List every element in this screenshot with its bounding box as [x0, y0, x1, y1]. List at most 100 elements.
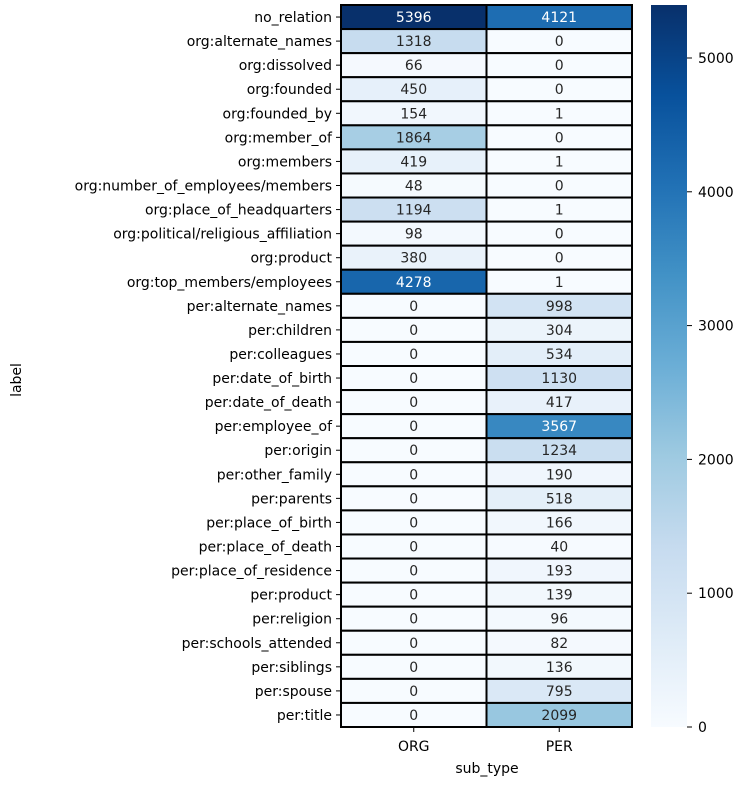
cell-value-label: 0: [409, 708, 418, 724]
heatmap-cell: [485, 581, 633, 608]
column-label: ORG: [398, 739, 430, 755]
y-axis-title: label: [9, 363, 25, 397]
row-label: org:dissolved: [239, 58, 332, 74]
heatmap-cell: [485, 340, 633, 367]
row-label: per:origin: [264, 443, 332, 459]
cell-value-label: 1: [555, 203, 564, 219]
heatmap-cell: [485, 52, 633, 79]
heatmap-cell: [340, 701, 488, 729]
row-label: per:siblings: [251, 660, 332, 676]
row-label: org:product: [250, 251, 332, 267]
colorbar-tick-label: 0: [698, 720, 707, 736]
heatmap-cell: [485, 413, 633, 440]
cell-value-label: 0: [409, 684, 418, 700]
cell-value-label: 0: [409, 515, 418, 531]
heatmap-cell: [340, 605, 488, 632]
cell-value-label: 1864: [396, 130, 432, 146]
cell-value-label: 190: [546, 467, 573, 483]
cell-value-label: 0: [555, 82, 564, 98]
heatmap-cell: [485, 172, 633, 199]
column-labels: ORG PER: [398, 727, 573, 755]
row-label: per:schools_attended: [182, 636, 332, 652]
cell-value-label: 0: [555, 58, 564, 74]
cell-value-label: 1194: [396, 203, 432, 219]
row-label: per:product: [250, 588, 332, 604]
cell-value-label: 417: [546, 395, 573, 411]
cell-value-label: 166: [546, 515, 573, 531]
row-label: per:parents: [251, 491, 332, 507]
row-label: org:top_members/employees: [127, 275, 332, 291]
cell-value-label: 419: [400, 154, 427, 170]
cell-value-label: 998: [546, 299, 573, 315]
cell-value-label: 0: [409, 660, 418, 676]
heatmap-cell: [340, 268, 488, 295]
heatmap-cell: [485, 533, 633, 560]
row-label: org:political/religious_affiliation: [113, 227, 332, 243]
row-label: per:children: [248, 323, 332, 339]
cell-value-label: 0: [409, 371, 418, 387]
row-label: per:title: [277, 708, 332, 724]
row-label: per:place_of_death: [199, 540, 332, 556]
colorbar-tick-label: 2000: [698, 452, 734, 468]
heatmap-cell: [340, 653, 488, 680]
heatmap-cell: [485, 244, 633, 271]
row-label: per:place_of_residence: [171, 564, 332, 580]
cell-value-label: 0: [409, 588, 418, 604]
cell-value-label: 48: [405, 179, 423, 195]
row-label: org:number_of_employees/members: [75, 179, 332, 195]
colorbar-tick-label: 4000: [698, 185, 734, 201]
cell-value-label: 0: [555, 227, 564, 243]
cell-value-label: 0: [409, 491, 418, 507]
column-label: PER: [546, 739, 573, 755]
row-label: per:alternate_names: [187, 299, 332, 315]
heatmap-cells: 5396 4121 1318 0 66 0 450 0 154 1 1864 0 419 1 48 0 1194…: [340, 4, 633, 729]
cell-value-label: 0: [409, 443, 418, 459]
row-label: per:date_of_birth: [212, 371, 332, 387]
heatmap-cell: [485, 557, 633, 584]
cell-value-label: 96: [550, 612, 568, 628]
x-axis-title: sub_type: [455, 761, 518, 777]
row-label: org:alternate_names: [187, 34, 332, 50]
cell-value-label: 0: [555, 179, 564, 195]
cell-value-label: 304: [546, 323, 573, 339]
cell-value-label: 0: [555, 130, 564, 146]
heatmap-cell: [485, 653, 633, 680]
cell-value-label: 0: [409, 612, 418, 628]
cell-value-label: 534: [546, 347, 573, 363]
cell-value-label: 1: [555, 154, 564, 170]
heatmap-cell: [485, 629, 633, 656]
cell-value-label: 3567: [541, 419, 577, 435]
colorbar-tick-label: 1000: [698, 586, 734, 602]
row-label: per:employee_of: [215, 419, 333, 435]
row-label: org:members: [238, 154, 332, 170]
heatmap-cell: [485, 28, 633, 55]
row-label: per:place_of_birth: [206, 515, 332, 531]
colorbar-tick-label: 3000: [698, 319, 734, 335]
row-label: org:founded_by: [223, 106, 332, 122]
cell-value-label: 2099: [541, 708, 577, 724]
heatmap-cell: [485, 268, 633, 295]
cell-value-label: 0: [409, 419, 418, 435]
cell-value-label: 1234: [541, 443, 577, 459]
cell-value-label: 40: [550, 540, 568, 556]
cell-value-label: 518: [546, 491, 573, 507]
cell-value-label: 0: [555, 34, 564, 50]
row-label: org:member_of: [225, 130, 333, 146]
cell-value-label: 4121: [541, 10, 577, 26]
row-label: no_relation: [254, 10, 332, 26]
row-label: org:founded: [247, 82, 332, 98]
cell-value-label: 139: [546, 588, 573, 604]
cell-value-label: 5396: [396, 10, 432, 26]
cell-value-label: 154: [400, 106, 427, 122]
cell-value-label: 0: [409, 299, 418, 315]
cell-value-label: 450: [400, 82, 427, 98]
cell-value-label: 0: [409, 347, 418, 363]
cell-value-label: 0: [409, 395, 418, 411]
cell-value-label: 380: [400, 251, 427, 267]
cell-value-label: 4278: [396, 275, 432, 291]
colorbar: 0 1000 2000 3000 4000 5000: [651, 5, 734, 736]
heatmap-cell: [340, 220, 488, 247]
cell-value-label: 795: [546, 684, 573, 700]
cell-value-label: 0: [409, 636, 418, 652]
cell-value-label: 1130: [541, 371, 577, 387]
